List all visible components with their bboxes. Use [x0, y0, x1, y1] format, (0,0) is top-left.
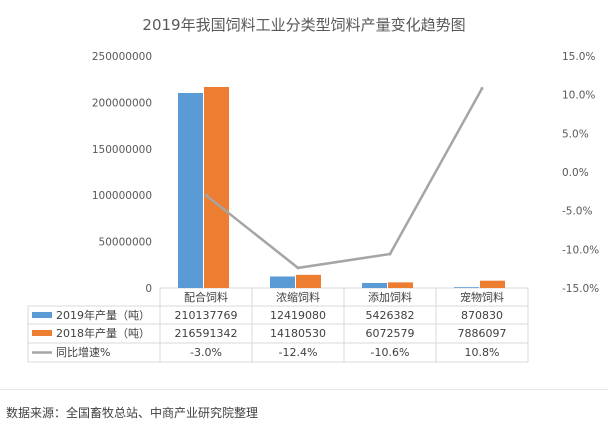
bar-2019	[454, 287, 479, 288]
data-label: 210137769	[175, 309, 238, 322]
legend-label: 同比增速%	[56, 345, 110, 359]
data-label: -3.0%	[190, 346, 222, 359]
y-left-tick-label: 0	[145, 283, 152, 295]
bar-2019	[270, 276, 295, 288]
data-label: -12.4%	[279, 346, 318, 359]
y-right-tick-label: 15.0%	[562, 51, 595, 63]
category-label: 添加饲料	[368, 290, 412, 304]
bar-2018	[480, 280, 505, 288]
y-right-tick-label: 0.0%	[562, 167, 589, 179]
source-note: 数据来源：全国畜牧总站、中商产业研究院整理	[6, 406, 259, 420]
category-label: 配合饲料	[184, 290, 228, 304]
bar-2018	[296, 274, 321, 288]
bar-2019	[178, 92, 203, 288]
y-right-tick-label: -5.0%	[562, 206, 592, 218]
data-label: 10.8%	[465, 346, 500, 359]
y-left-tick-label: 100000000	[92, 190, 152, 202]
y-right-tick-label: 10.0%	[562, 90, 595, 102]
legend-label: 2019年产量（吨）	[56, 308, 150, 322]
y-left-tick-label: 50000000	[99, 237, 152, 249]
chart-container: 2019年我国饲料工业分类型饲料产量变化趋势图 250000000 2000000…	[0, 16, 608, 390]
data-label: 216591342	[175, 327, 238, 340]
data-label: 870830	[461, 309, 503, 322]
data-label: 5426382	[366, 309, 415, 322]
category-label: 宠物饲料	[460, 290, 504, 304]
y-left-tick-label: 150000000	[92, 144, 152, 156]
data-label: -10.6%	[371, 346, 410, 359]
growth-rate-point	[480, 86, 484, 90]
legend-swatch	[32, 312, 52, 318]
data-label: 7886097	[458, 327, 507, 340]
growth-rate-point	[388, 252, 392, 256]
legend-swatch	[32, 330, 52, 336]
chart-title: 2019年我国饲料工业分类型饲料产量变化趋势图	[142, 16, 465, 34]
bar-2018	[204, 87, 229, 288]
data-label: 12419080	[270, 309, 326, 322]
data-label: 14180530	[270, 327, 326, 340]
bar-2019	[362, 282, 387, 288]
growth-rate-point	[296, 266, 300, 270]
legend-label: 2018年产量（吨）	[56, 326, 150, 340]
growth-rate-line	[205, 87, 484, 270]
y-left-tick-label: 250000000	[92, 51, 152, 63]
data-label: 6072579	[366, 327, 415, 340]
bar-2018	[388, 282, 413, 288]
category-label: 浓缩饲料	[276, 290, 320, 304]
y-right-tick-label: -10.0%	[562, 244, 599, 256]
y-left-tick-label: 200000000	[92, 97, 152, 109]
chart-svg: 2019年我国饲料工业分类型饲料产量变化趋势图 250000000 2000000…	[27, 16, 599, 363]
growth-rate-point	[204, 193, 208, 197]
y-right-tick-label: -15.0%	[562, 283, 599, 295]
y-right-tick-label: 5.0%	[562, 128, 589, 140]
